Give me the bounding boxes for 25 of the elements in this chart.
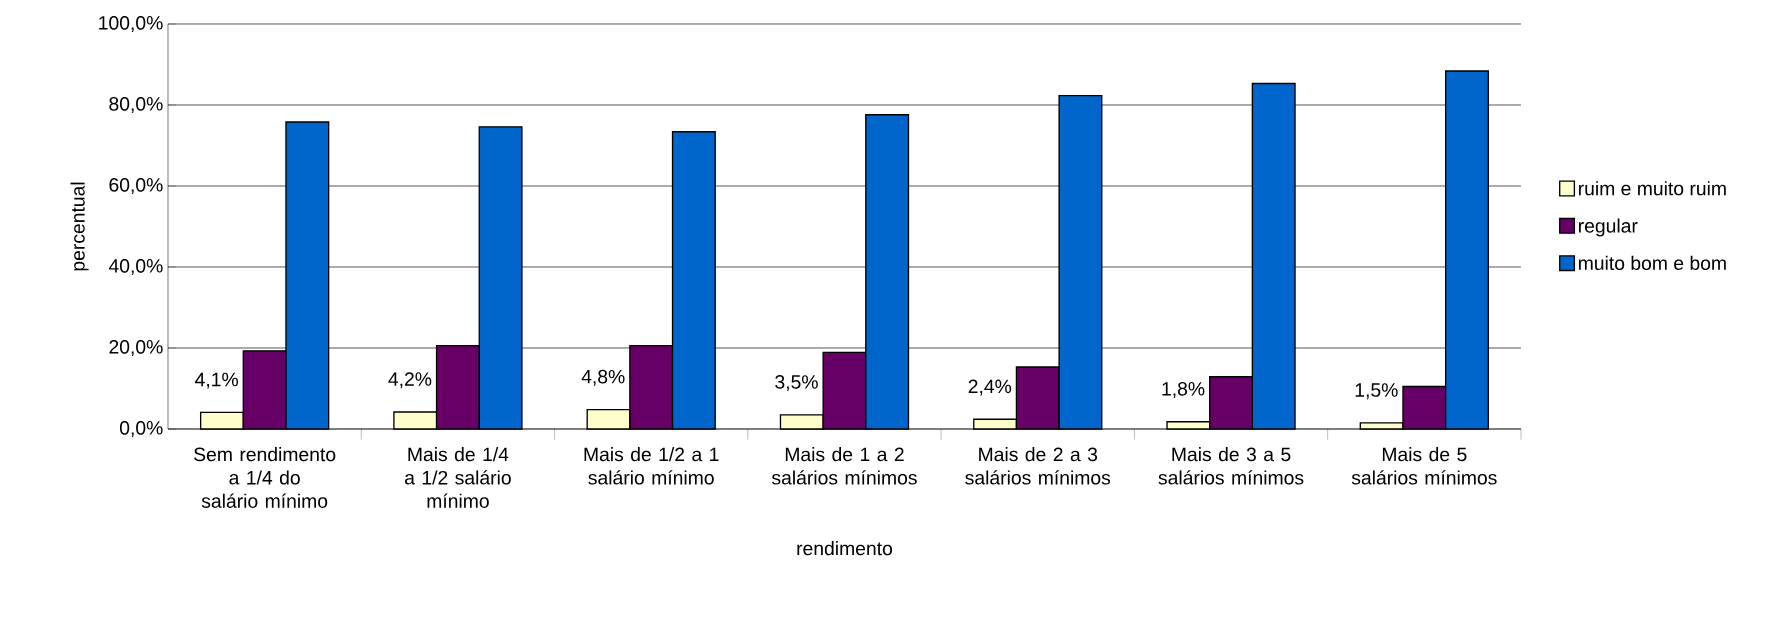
x-tick-label: Mais de 1/2 a 1 salário mínimo — [584, 447, 719, 485]
legend-label: ruim e muito ruim — [1578, 181, 1726, 196]
x-tick-label: Mais de 5 salários mínimos — [1351, 447, 1497, 485]
x-tick-label: Sem rendimento a 1/4 do salário mínimo — [194, 447, 336, 508]
legend-label: regular — [1578, 218, 1638, 237]
y-axis-title: percentual — [70, 182, 89, 271]
x-axis-title: rendimento — [797, 541, 893, 556]
x-tick-label: Mais de 2 a 3 salários mínimos — [965, 447, 1111, 485]
legend-label: muito bom e bom — [1578, 255, 1726, 271]
data-label: 4,8% — [581, 369, 625, 386]
data-label: 4,1% — [195, 372, 238, 389]
data-label: 1,8% — [1162, 381, 1205, 398]
data-label: 4,2% — [388, 372, 432, 389]
x-tick-label: Mais de 1/4 a 1/2 salário mínimo — [405, 447, 511, 508]
x-tick-label: Mais de 1 a 2 salários mínimos — [771, 447, 917, 485]
data-label: 1,5% — [1355, 383, 1398, 400]
y-tick-label: 100,0% — [99, 16, 163, 32]
y-tick-label: 60,0% — [109, 178, 163, 194]
y-tick-label: 80,0% — [109, 97, 163, 113]
data-label: 3,5% — [775, 375, 818, 392]
data-label: 2,4% — [968, 379, 1012, 396]
y-tick-label: 0,0% — [119, 421, 163, 437]
y-tick-label: 20,0% — [109, 340, 163, 356]
y-tick-label: 40,0% — [108, 259, 163, 275]
x-tick-label: Mais de 3 a 5 salários mínimos — [1158, 447, 1304, 485]
